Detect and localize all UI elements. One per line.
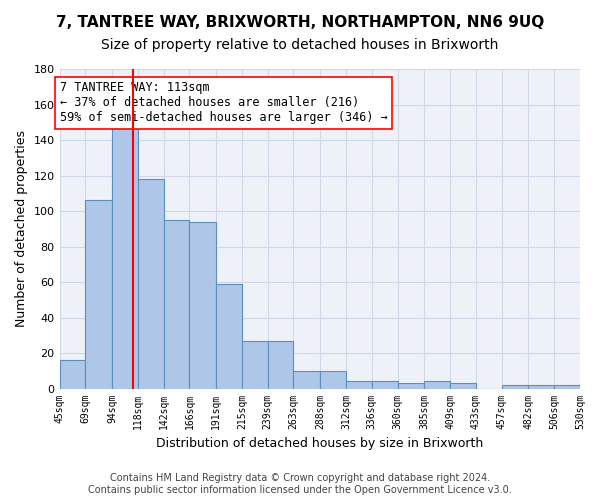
Bar [450,383,476,388]
Y-axis label: Number of detached properties: Number of detached properties [15,130,28,328]
Bar [216,284,242,389]
Bar [346,382,372,388]
Text: 7, TANTREE WAY, BRIXWORTH, NORTHAMPTON, NN6 9UQ: 7, TANTREE WAY, BRIXWORTH, NORTHAMPTON, … [56,15,544,30]
X-axis label: Distribution of detached houses by size in Brixworth: Distribution of detached houses by size … [156,437,484,450]
Text: 7 TANTREE WAY: 113sqm
← 37% of detached houses are smaller (216)
59% of semi-det: 7 TANTREE WAY: 113sqm ← 37% of detached … [59,82,387,124]
Bar [138,179,164,388]
Bar [372,382,398,388]
Bar [502,385,529,388]
Bar [293,371,320,388]
Bar [554,385,580,388]
Bar [112,124,138,388]
Bar [85,200,112,388]
Text: Contains HM Land Registry data © Crown copyright and database right 2024.
Contai: Contains HM Land Registry data © Crown c… [88,474,512,495]
Bar [242,340,268,388]
Bar [268,340,293,388]
Bar [529,385,554,388]
Bar [59,360,85,388]
Bar [320,371,346,388]
Bar [190,222,216,388]
Bar [398,383,424,388]
Text: Size of property relative to detached houses in Brixworth: Size of property relative to detached ho… [101,38,499,52]
Bar [424,382,450,388]
Bar [164,220,190,388]
